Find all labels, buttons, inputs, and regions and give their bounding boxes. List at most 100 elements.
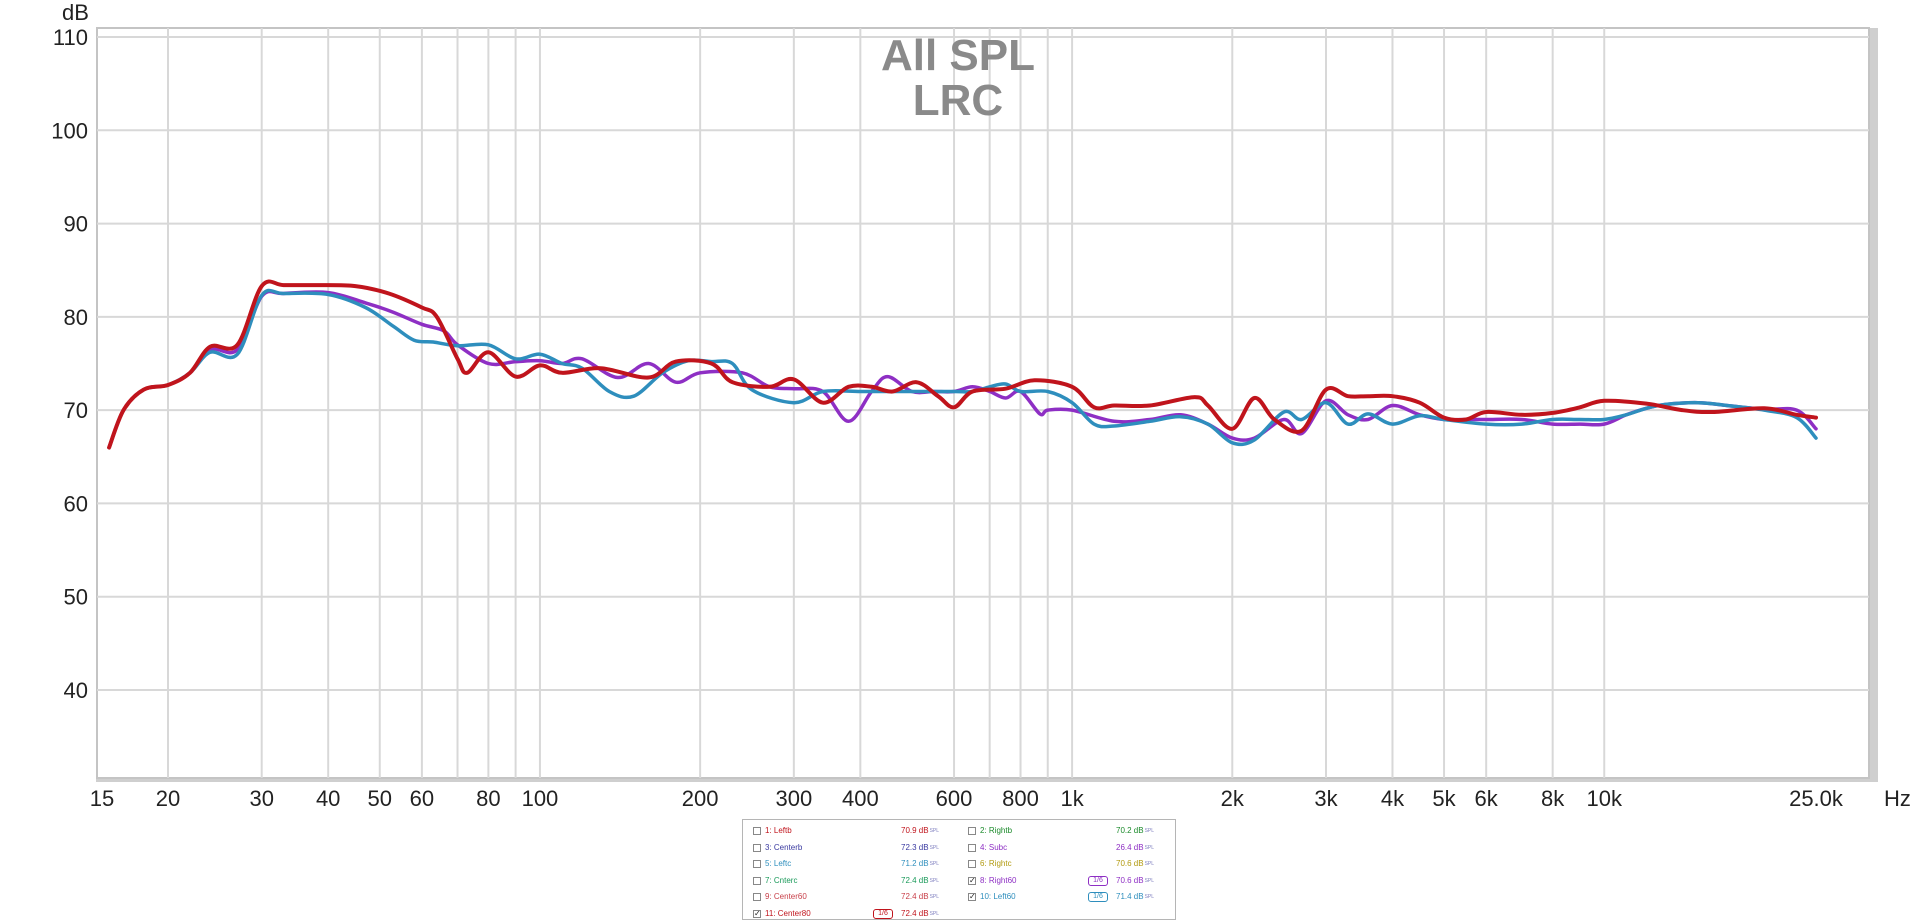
x-tick-label: 800 [1002, 786, 1039, 811]
x-tick-label: 60 [410, 786, 434, 811]
legend-label: 5: Leftc [765, 859, 792, 868]
x-tick-label: 4k [1381, 786, 1405, 811]
legend-smoothing-badge[interactable]: 1/6 [873, 908, 893, 919]
legend-label: 3: Centerb [765, 842, 803, 852]
legend-label: 10: Left60 [980, 892, 1016, 901]
legend-value-unit: SPL [929, 910, 940, 917]
legend-checkbox[interactable] [753, 876, 761, 885]
legend-panel: 1: Leftb 70.9 dBSPL 2: Rightb 70.2 dBSPL 3: … [742, 819, 1176, 920]
legend-item: ✓ 10: Left60 1/6 71.4 dBSPL [968, 889, 1176, 905]
x-tick-label: 15 [90, 786, 114, 811]
legend-label: 2: Rightb [980, 826, 1013, 835]
legend-item: 9: Center60 72.4 dBSPL [753, 889, 961, 905]
y-gridlines [97, 36, 1869, 691]
x-tick-label: 5k [1432, 786, 1456, 811]
legend-value: 72.4 dBSPL [901, 908, 940, 918]
legend-value-unit: SPL [929, 877, 940, 884]
chart-title-line: All SPL [881, 31, 1035, 80]
legend-value-unit: SPL [929, 894, 940, 900]
legend-value: 70.6 dBSPL [1116, 859, 1155, 868]
series-lines [107, 279, 1818, 450]
legend-value-unit: SPL [1144, 844, 1155, 851]
legend-value-unit: SPL [929, 861, 940, 867]
y-tick-label: 100 [51, 118, 88, 143]
y-tick-label: 80 [64, 305, 88, 330]
legend-value-unit: SPL [929, 828, 940, 834]
legend-checkbox[interactable]: ✓ [968, 875, 976, 885]
legend-value: 72.4 dBSPL [901, 892, 940, 901]
x-tick-label: 600 [936, 786, 973, 811]
x-gridlines [167, 28, 1606, 778]
legend-item: ✓ 11: Center80 1/6 72.4 dBSPL [753, 906, 961, 922]
legend-checkbox[interactable] [753, 843, 761, 852]
legend-label: 1: Leftb [765, 826, 792, 835]
legend-checkbox[interactable] [753, 860, 761, 868]
legend-checkbox[interactable] [968, 843, 976, 852]
legend-item: 4: Subc 26.4 dBSPL [968, 840, 1176, 856]
y-tick-label: 60 [64, 491, 88, 516]
legend-label: 4: Subc [980, 842, 1008, 852]
legend-item: 3: Centerb 72.3 dBSPL [753, 840, 961, 856]
y-tick-label: 70 [64, 398, 88, 423]
x-tick-label: 3k [1314, 786, 1338, 811]
legend-smoothing-badge[interactable]: 1/6 [1088, 875, 1108, 886]
legend-item: 2: Rightb 70.2 dBSPL [968, 823, 1176, 839]
series-line-11-center80 [107, 279, 1818, 450]
legend-value: 71.2 dBSPL [901, 859, 940, 868]
legend-label: 6: Rightc [980, 859, 1012, 868]
legend-checkbox[interactable] [968, 827, 976, 835]
x-tick-label: 80 [476, 786, 500, 811]
legend-checkbox[interactable] [968, 860, 976, 868]
x-tick-label: 25.0k [1789, 786, 1844, 811]
legend-smoothing-badge[interactable]: 1/6 [1088, 892, 1108, 902]
y-tick-label: 40 [64, 678, 88, 703]
legend-value: 70.6 dBSPL [1116, 875, 1155, 885]
x-tick-label: 40 [316, 786, 340, 811]
legend-value: 72.4 dBSPL [901, 875, 940, 885]
legend-item: 1: Leftb 70.9 dBSPL [753, 823, 961, 839]
legend-checkbox[interactable]: ✓ [753, 908, 761, 918]
y-tick-label: 90 [64, 212, 88, 237]
legend-value: 70.2 dBSPL [1116, 826, 1155, 835]
legend-value-unit: SPL [1144, 828, 1155, 834]
legend-value-unit: SPL [929, 844, 940, 851]
legend-label: 11: Center80 [765, 908, 811, 918]
y-tick-label: 110 [53, 25, 88, 50]
x-tick-label: 20 [156, 786, 180, 811]
legend-value-unit: SPL [1144, 861, 1155, 867]
x-axis-unit: Hz [1884, 786, 1911, 811]
legend-label: 7: Cnterc [765, 875, 798, 885]
legend-value: 71.4 dBSPL [1116, 892, 1155, 901]
x-tick-label: 400 [842, 786, 879, 811]
legend-value: 72.3 dBSPL [901, 842, 940, 852]
x-tick-label: 10k [1586, 786, 1622, 811]
legend-checkbox[interactable] [753, 827, 761, 835]
legend-item: 7: Cnterc 72.4 dBSPL [753, 873, 961, 889]
x-tick-label: 30 [249, 786, 273, 811]
x-tick-label: 6k [1475, 786, 1499, 811]
legend-label: 9: Center60 [765, 892, 807, 901]
legend-item: ✓ 8: Right60 1/6 70.6 dBSPL [968, 873, 1176, 889]
legend-item: 5: Leftc 71.2 dBSPL [753, 856, 961, 872]
x-tick-label: 8k [1541, 786, 1565, 811]
legend-value: 70.9 dBSPL [901, 826, 940, 835]
legend-value-unit: SPL [1144, 877, 1155, 884]
x-tick-label: 200 [682, 786, 719, 811]
legend-checkbox[interactable]: ✓ [968, 892, 976, 901]
chart-title-line: LRC [913, 76, 1003, 125]
x-tick-label: 2k [1221, 786, 1245, 811]
y-tick-label: 50 [64, 585, 88, 610]
y-tick-labels: 40 50 60 70 80 90 100 110 [51, 25, 88, 703]
x-tick-label: 1k [1060, 786, 1084, 811]
legend-checkbox[interactable] [753, 893, 761, 901]
x-tick-label: 300 [775, 786, 812, 811]
plot-area [96, 27, 1870, 779]
y-axis-label: dB [62, 0, 89, 25]
legend-label: 8: Right60 [980, 875, 1017, 885]
legend-value: 26.4 dBSPL [1116, 842, 1155, 852]
x-tick-labels: 15 20 30 40 50 60 80 100 200 300 400 600 800 1k 2k 3k 4k… [90, 786, 1844, 811]
series-line-8-right60 [107, 289, 1818, 450]
legend-item: 6: Rightc 70.6 dBSPL [968, 856, 1176, 872]
